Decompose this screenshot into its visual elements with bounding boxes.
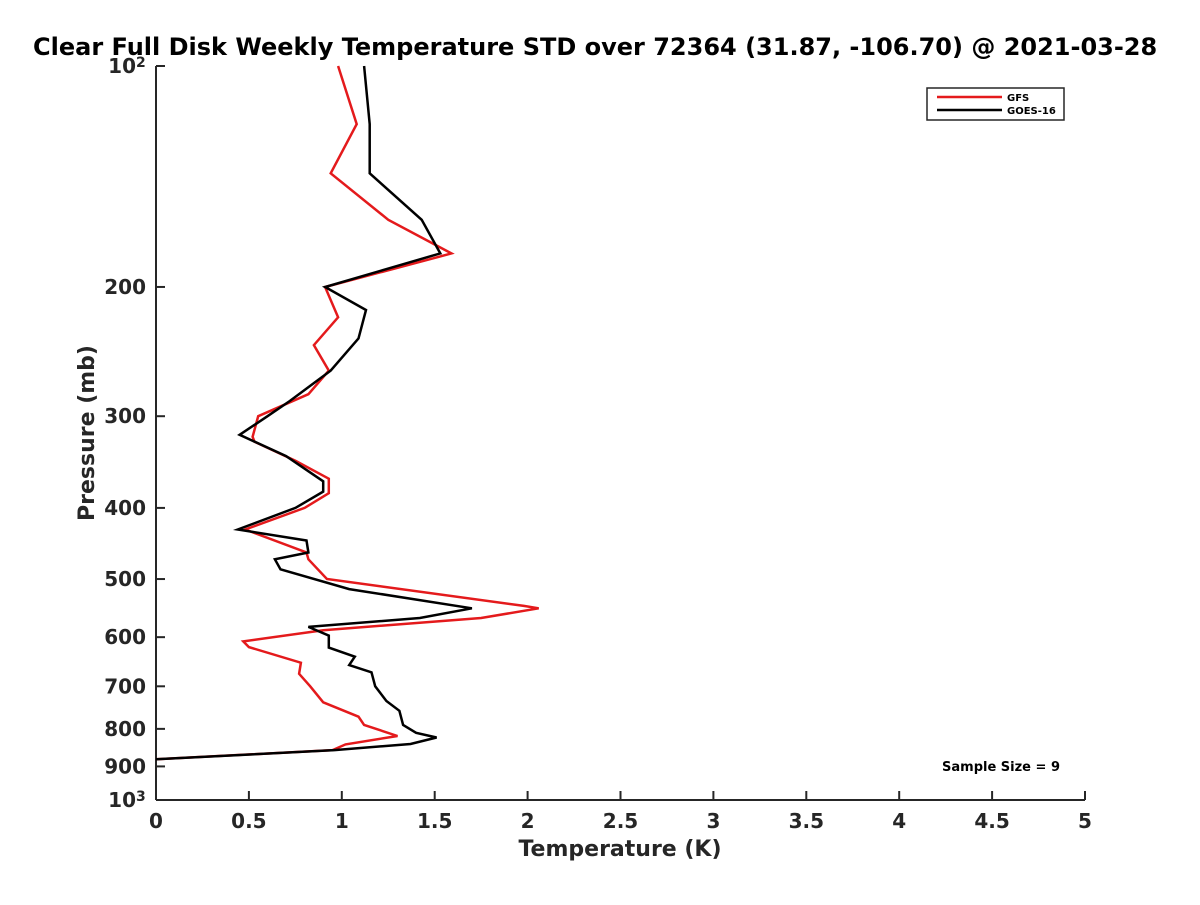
x-axis-label: Temperature (K): [518, 837, 721, 862]
x-tick-label: 4.5: [974, 809, 1009, 833]
x-tick-label: 1.5: [417, 809, 452, 833]
y-tick-exponent: 3: [136, 789, 146, 805]
y-tick-label: 600: [104, 625, 146, 649]
y-tick-label: 10: [108, 54, 136, 78]
x-tick-label: 5: [1078, 809, 1092, 833]
x-tick-label: 2: [521, 809, 535, 833]
x-tick-label: 3.5: [789, 809, 824, 833]
series-line-gfs: [155, 65, 539, 761]
legend-entry: GFS: [1007, 93, 1029, 104]
y-tick-label: 900: [104, 754, 146, 778]
x-tick-label: 3: [706, 809, 720, 833]
y-tick-label: 800: [104, 717, 146, 741]
x-tick-label: 1: [335, 809, 349, 833]
x-tick-label: 0.5: [231, 809, 266, 833]
y-tick-exponent: 2: [136, 55, 146, 71]
y-tick-label: 700: [104, 674, 146, 698]
legend-entry: GOES-16: [1007, 106, 1056, 117]
plot-area: 0 0.5 1 1.5 2 2.5 3 3.5 4 4.5 510 22003004005006007…: [104, 54, 1092, 833]
x-tick-label: 0: [149, 809, 163, 833]
y-axis-label: Pressure (mb): [75, 345, 100, 521]
y-tick-label: 10: [108, 788, 136, 812]
y-tick-label: 400: [104, 496, 146, 520]
chart-title: Clear Full Disk Weekly Temperature STD o…: [33, 33, 1157, 61]
legend-box: [926, 87, 1065, 121]
sample-size-annotation: Sample Size = 9: [942, 760, 1060, 775]
x-tick-label: 2.5: [603, 809, 638, 833]
y-tick-label: 500: [104, 567, 146, 591]
series-line-goes-16: [155, 65, 473, 761]
y-tick-label: 200: [104, 275, 146, 299]
x-tick-label: 4: [892, 809, 906, 833]
y-tick-label: 300: [104, 404, 146, 428]
